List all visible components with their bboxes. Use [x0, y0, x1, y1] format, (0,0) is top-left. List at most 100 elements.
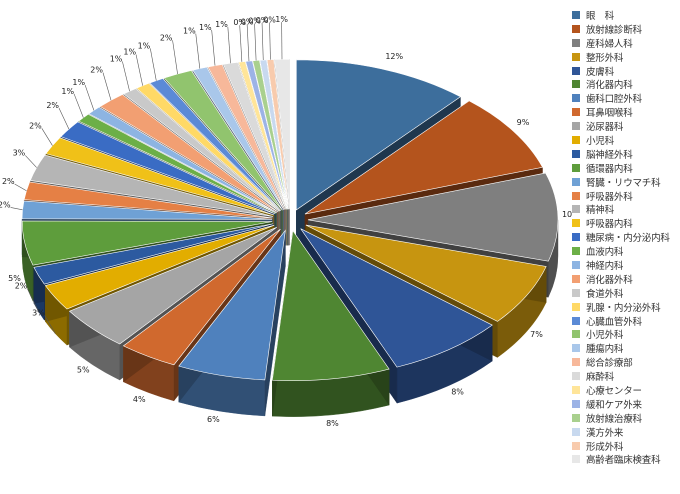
legend-item: 放射線診断科 [572, 22, 678, 36]
data-label-3: 7% [530, 330, 543, 339]
leader-line-17 [73, 93, 84, 118]
legend-swatch [572, 38, 580, 47]
legend-label: 脳神経外科 [586, 149, 633, 161]
legend-label: 循環器内科 [586, 163, 633, 175]
leader-line-24 [195, 33, 201, 69]
legend-label: 消化器内科 [586, 80, 633, 92]
pie-slice-7 [122, 228, 281, 366]
pie-slice-11 [21, 220, 273, 266]
legend-item: 食道外科 [572, 286, 678, 300]
pie-slice-19 [99, 94, 279, 213]
legend-item: 精神科 [572, 202, 678, 216]
legend-item: 乳腺・内分泌外科 [572, 300, 678, 314]
pie-slice-0 [296, 59, 462, 211]
legend-swatch [572, 455, 580, 464]
legend-label: 腎臓・リウマチ科 [586, 177, 661, 189]
legend-swatch [572, 108, 580, 117]
leader-line-21 [135, 54, 143, 86]
legend-swatch [572, 274, 580, 283]
legend-swatch [572, 135, 580, 144]
legend-item: 歯科口腔外科 [572, 91, 678, 105]
legend-label: 心療センター [586, 386, 642, 397]
legend-label: 小児科 [586, 135, 614, 147]
leader-line-9 [44, 315, 56, 334]
data-label-24: 1% [183, 27, 196, 36]
pie-slice-10 [33, 223, 274, 285]
data-label-28: 0% [241, 17, 254, 26]
legend-item: 総合診療部 [572, 355, 678, 369]
legend-item: 心療センター [572, 383, 678, 397]
legend-swatch [572, 247, 580, 256]
pie-slice-15 [45, 137, 275, 216]
legend-label: 総合診療部 [586, 358, 633, 370]
legend-item: 小児科 [572, 133, 678, 147]
legend-item: 血液内科 [572, 244, 678, 258]
legend-item: 心臓血管外科 [572, 314, 678, 328]
data-label-25: 1% [199, 23, 212, 32]
legend-swatch [572, 205, 580, 214]
legend-item: 麻酔科 [572, 369, 678, 383]
leader-line-15 [41, 128, 53, 146]
legend-label: 歯科口腔外科 [586, 94, 642, 106]
data-label-2: 10% [562, 210, 572, 219]
leader-line-19 [102, 72, 112, 101]
legend-label: 漢方外来 [586, 427, 624, 439]
legend-swatch [572, 219, 580, 228]
legend-item: 高齢者臨床検査科 [572, 453, 678, 467]
legend-label: 神経内科 [586, 260, 624, 272]
legend-item: 呼吸器外科 [572, 189, 678, 203]
legend-item: 形成外科 [572, 439, 678, 453]
leader-line-14 [25, 155, 37, 168]
pie-slice-9 [44, 224, 275, 310]
legend-label: 腫瘍内科 [586, 344, 624, 356]
legend-swatch [572, 52, 580, 61]
legend-label: 精神科 [586, 205, 614, 217]
pie-slice-4 [300, 228, 493, 368]
pie-slice-2 [307, 172, 559, 262]
pie-slice-5 [271, 229, 390, 381]
legend-item: 泌尿器科 [572, 119, 678, 133]
legend-item: 消化器内科 [572, 77, 678, 91]
legend-item: 腫瘍内科 [572, 341, 678, 355]
legend-item: 呼吸器内科 [572, 216, 678, 230]
legend-item: 循環器内科 [572, 161, 678, 175]
pie-slice-13 [23, 181, 273, 219]
legend-item: 眼 科 [572, 8, 678, 22]
leader-line-29 [254, 23, 257, 61]
legend-swatch [572, 399, 580, 408]
pie-slice-23 [163, 70, 283, 211]
legend-item: 産科婦人科 [572, 36, 678, 50]
legend-label: 放射線治療科 [586, 413, 642, 425]
pie-slice-20 [123, 88, 280, 212]
legend-label: 心臓血管外科 [586, 316, 642, 328]
pie-slice-3 [305, 224, 547, 322]
legend-swatch [572, 10, 580, 19]
legend-swatch [572, 358, 580, 367]
pie-slice-31 [266, 59, 289, 210]
legend-label: 血液内科 [586, 247, 624, 259]
legend-label: 耳鼻咽喉科 [586, 108, 633, 120]
legend-swatch [572, 302, 580, 311]
data-label-20: 1% [110, 54, 123, 63]
data-label-10: 2% [15, 282, 28, 291]
legend-label: 呼吸器内科 [586, 219, 633, 231]
pie-slice-6 [178, 229, 286, 381]
legend-label: 高齢者臨床検査科 [586, 455, 661, 467]
pie-slice-8 [68, 227, 277, 345]
data-label-32: 1% [275, 15, 288, 24]
legend-label: 整形外科 [586, 52, 624, 64]
data-label-1: 9% [517, 118, 530, 127]
legend-swatch [572, 66, 580, 75]
leader-line-30 [261, 22, 264, 61]
legend-label: 眼 科 [586, 10, 614, 22]
data-label-7: 4% [133, 395, 146, 404]
legend: 眼 科放射線診断科 産科婦人科整形外科 皮膚科消化器内科歯科口腔外科 耳鼻咽喉科 泌尿器… [572, 8, 678, 466]
legend-swatch [572, 372, 580, 381]
data-label-18: 1% [72, 78, 85, 87]
leader-line-20 [122, 61, 130, 92]
legend-label: 形成外科 [586, 441, 624, 453]
data-label-8: 5% [77, 365, 90, 374]
data-label-26: 1% [215, 20, 228, 29]
legend-item: 皮膚科 [572, 64, 678, 78]
